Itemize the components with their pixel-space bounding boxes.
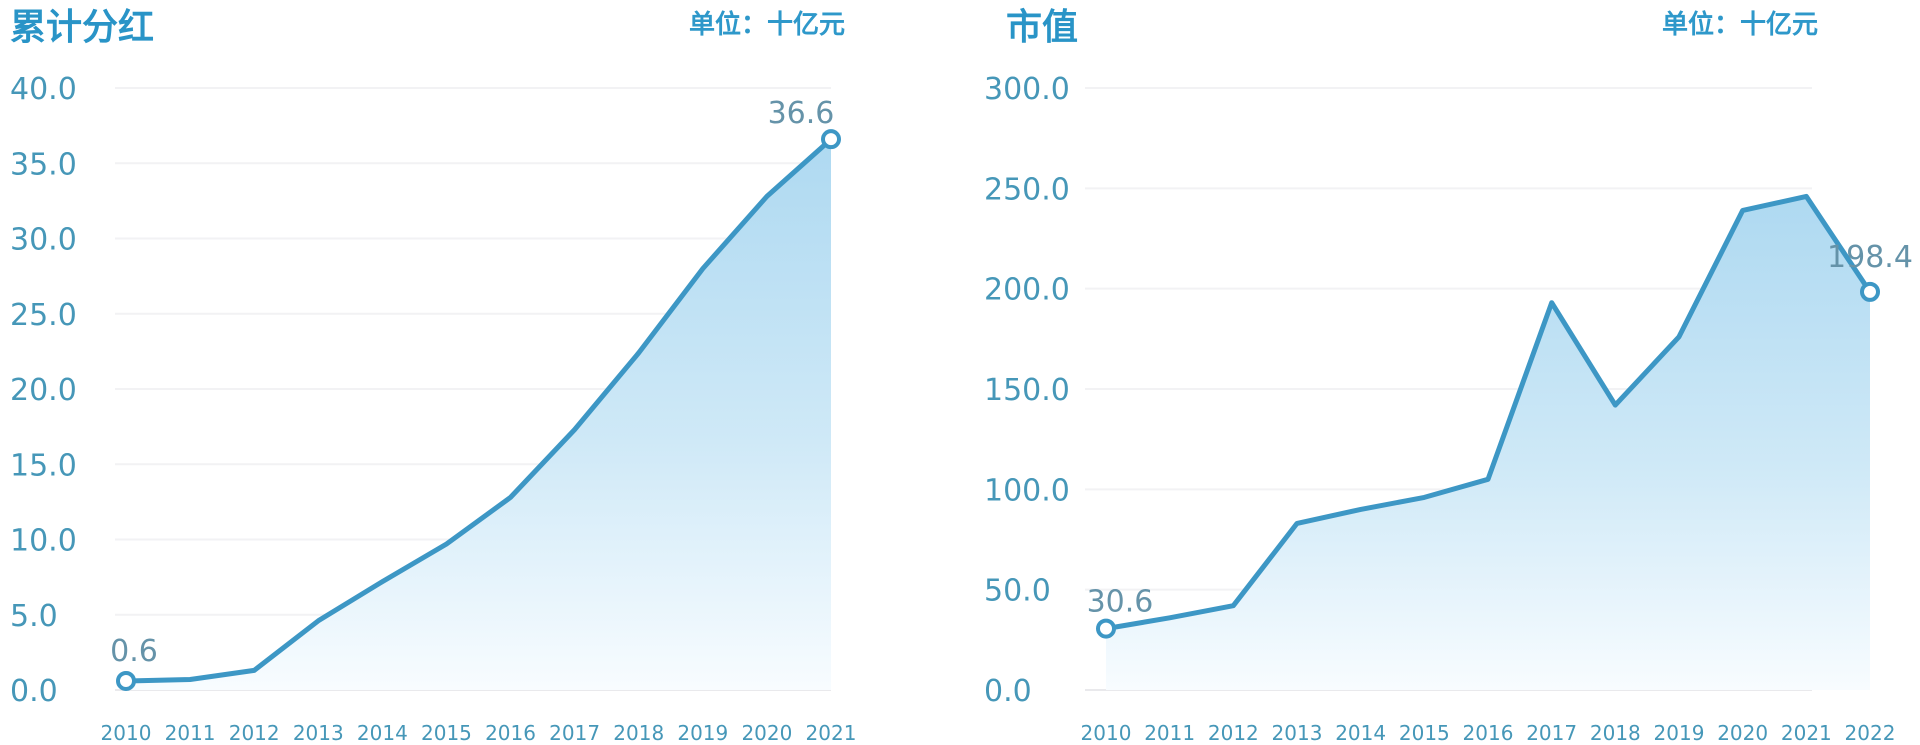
y-tick-label: 25.0 (10, 298, 77, 333)
x-tick-label: 2018 (613, 721, 664, 745)
x-tick-label: 2015 (1399, 721, 1450, 745)
y-tick-label: 150.0 (984, 373, 1070, 408)
x-tick-label: 2011 (165, 721, 216, 745)
unit-label: 单位：十亿元 (689, 9, 845, 40)
y-tick-label: 100.0 (984, 473, 1070, 508)
line-series (123, 136, 834, 684)
x-tick-label: 2014 (1335, 721, 1386, 745)
chart-market-cap: 市值 单位：十亿元 300.0 250.0 200.0 150.0 100.0 50.0 0… (984, 7, 1913, 745)
y-tick-label: 300.0 (984, 72, 1070, 107)
x-tick-label: 2010 (1081, 721, 1132, 745)
first-point-marker (1096, 618, 1116, 639)
area-fill (126, 139, 831, 690)
last-point-marker (1860, 281, 1880, 302)
x-tick-label: 2017 (1526, 721, 1577, 745)
x-tick-label: 2015 (421, 721, 472, 745)
y-tick-label: 0.0 (10, 674, 58, 709)
chart-cumulative-dividends: 累计分红 单位：十亿元 40.0 35.0 30.0 25.0 20.0 15.0 10.0… (10, 7, 856, 745)
x-tick-label: 2019 (677, 721, 728, 745)
x-tick-label: 2012 (1208, 721, 1259, 745)
x-tick-label: 2010 (101, 721, 152, 745)
x-tick-label: 2017 (549, 721, 600, 745)
chart-title: 市值 (1006, 7, 1078, 48)
chart-title: 累计分红 (10, 7, 154, 48)
unit-label: 单位：十亿元 (1662, 9, 1818, 40)
x-tick-label: 2022 (1845, 721, 1896, 745)
first-point-label: 30.6 (1087, 585, 1154, 620)
x-tick-label: 2012 (229, 721, 280, 745)
y-tick-label: 10.0 (10, 524, 77, 559)
y-tick-label: 30.0 (10, 223, 77, 258)
plot-area: 300.0 250.0 200.0 150.0 100.0 50.0 0.0 2010 2011… (984, 72, 1913, 745)
y-tick-label: 50.0 (984, 574, 1051, 609)
last-point-label: 198.4 (1827, 240, 1913, 275)
x-tick-label: 2013 (293, 721, 344, 745)
y-tick-label: 250.0 (984, 172, 1070, 207)
x-tick-label: 2021 (806, 721, 857, 745)
x-tick-label: 2016 (1463, 721, 1514, 745)
y-tick-label: 40.0 (10, 72, 77, 107)
x-tick-label: 2020 (741, 721, 792, 745)
y-tick-label: 20.0 (10, 373, 77, 408)
x-tick-label: 2019 (1654, 721, 1705, 745)
first-point-marker (116, 670, 136, 691)
area-fill (1106, 196, 1870, 690)
x-tick-label: 2016 (485, 721, 536, 745)
x-tick-label: 2020 (1717, 721, 1768, 745)
x-tick-label: 2021 (1781, 721, 1832, 745)
first-point-label: 0.6 (110, 634, 158, 669)
plot-area: 40.0 35.0 30.0 25.0 20.0 15.0 10.0 5.0 0.0 2010 20… (10, 72, 856, 745)
y-tick-label: 0.0 (984, 674, 1032, 709)
x-tick-label: 2013 (1272, 721, 1323, 745)
line-series (1103, 193, 1873, 632)
y-tick-label: 200.0 (984, 273, 1070, 308)
y-tick-label: 5.0 (10, 599, 58, 634)
y-tick-label: 35.0 (10, 147, 77, 182)
x-tick-label: 2011 (1144, 721, 1195, 745)
x-tick-label: 2018 (1590, 721, 1641, 745)
x-tick-label: 2014 (357, 721, 408, 745)
y-tick-label: 15.0 (10, 448, 77, 483)
last-point-marker (821, 129, 841, 150)
last-point-label: 36.6 (768, 96, 835, 131)
